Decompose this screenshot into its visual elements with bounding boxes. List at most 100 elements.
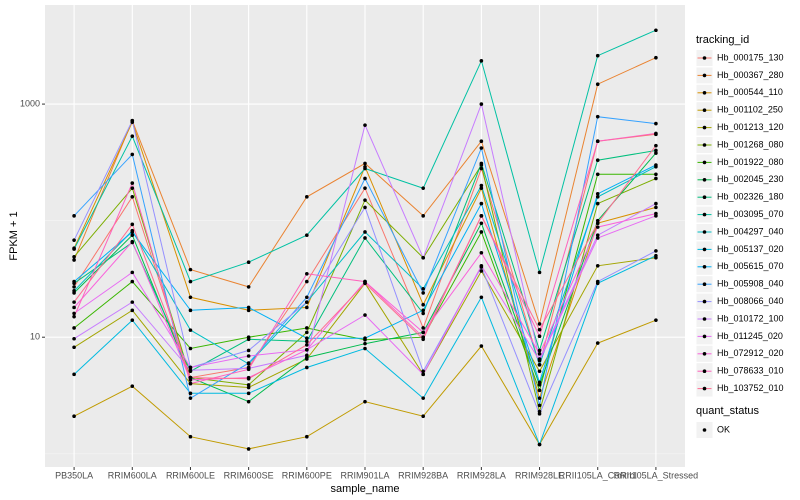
- data-point: [130, 308, 135, 313]
- data-point: [654, 143, 658, 148]
- x-tick-label: RRIM928BA: [398, 470, 448, 480]
- data-point: [130, 279, 135, 284]
- data-point: [246, 447, 251, 451]
- y-axis-title: FPKM + 1: [8, 211, 20, 260]
- data-point: [188, 267, 193, 272]
- data-point: [130, 318, 135, 322]
- data-point: [130, 239, 135, 244]
- legend-point: [702, 428, 707, 432]
- data-point: [130, 134, 135, 139]
- data-point: [305, 434, 309, 439]
- data-point: [72, 300, 76, 304]
- legend-point: [702, 369, 707, 374]
- data-point: [479, 186, 484, 190]
- data-point: [537, 358, 542, 363]
- data-point: [363, 236, 367, 240]
- data-point: [188, 391, 193, 396]
- data-point: [188, 381, 193, 386]
- legend-label: Hb_078633_010: [717, 366, 784, 376]
- data-point: [72, 247, 76, 251]
- data-point: [537, 369, 542, 374]
- data-point: [537, 388, 542, 393]
- data-point: [363, 341, 367, 346]
- data-point: [246, 354, 251, 358]
- data-point: [654, 55, 658, 60]
- x-tick-label: PB350LA: [55, 470, 93, 480]
- y-tick-label: 1000: [20, 98, 40, 108]
- data-point: [654, 28, 658, 33]
- data-point: [595, 191, 600, 196]
- legend-point: [702, 73, 707, 78]
- data-point: [363, 186, 367, 190]
- data-point: [130, 118, 135, 123]
- legend-label: Hb_011245_020: [717, 331, 783, 341]
- data-point: [421, 372, 425, 377]
- data-point: [421, 414, 425, 419]
- data-point: [654, 148, 658, 153]
- data-point: [363, 198, 367, 202]
- data-point: [421, 214, 425, 218]
- data-point: [130, 186, 135, 190]
- data-point: [305, 271, 309, 276]
- data-point: [305, 330, 309, 335]
- data-point: [72, 285, 76, 289]
- data-point: [654, 205, 658, 210]
- legend-point: [702, 178, 707, 182]
- data-point: [537, 380, 542, 385]
- data-point: [72, 372, 76, 377]
- data-point: [537, 327, 542, 332]
- data-point: [188, 328, 193, 332]
- data-point: [246, 385, 251, 390]
- data-point: [595, 221, 600, 226]
- data-point: [479, 166, 484, 171]
- legend-label: Hb_000544_110: [717, 87, 783, 97]
- x-axis-title: sample_name: [330, 483, 399, 495]
- data-point: [188, 295, 193, 300]
- legend-point: [702, 317, 707, 321]
- data-point: [479, 139, 484, 144]
- data-point: [595, 82, 600, 87]
- data-point: [305, 353, 309, 358]
- data-point: [654, 211, 658, 216]
- data-point: [246, 391, 251, 396]
- data-point: [479, 59, 484, 63]
- legend-point: [702, 108, 707, 112]
- data-point: [537, 383, 542, 387]
- data-point: [537, 362, 542, 367]
- data-point: [188, 434, 193, 439]
- data-point: [595, 195, 600, 199]
- data-point: [421, 287, 425, 291]
- data-point: [421, 255, 425, 260]
- legend-label: Hb_000367_280: [717, 70, 784, 80]
- data-point: [305, 233, 309, 238]
- data-point: [421, 291, 425, 295]
- legend-point: [702, 160, 707, 165]
- data-point: [479, 214, 484, 218]
- legend-point: [702, 143, 707, 147]
- data-point: [537, 396, 542, 400]
- data-point: [421, 311, 425, 316]
- data-point: [479, 263, 484, 268]
- legend-point: [702, 56, 707, 60]
- data-point: [305, 339, 309, 344]
- data-point: [537, 442, 542, 447]
- data-point: [595, 236, 600, 240]
- data-point: [246, 308, 251, 313]
- legend-label: Hb_005908_040: [717, 279, 784, 289]
- data-point: [595, 53, 600, 58]
- data-point: [363, 399, 367, 404]
- data-point: [72, 305, 76, 310]
- data-point: [479, 344, 484, 348]
- data-point: [421, 302, 425, 307]
- data-point: [363, 346, 367, 351]
- data-point: [654, 253, 658, 258]
- data-point: [479, 146, 484, 150]
- legend-label: Hb_003095_070: [717, 209, 784, 219]
- data-point: [72, 414, 76, 419]
- legend-point: [702, 386, 707, 391]
- data-point: [305, 326, 309, 330]
- x-tick-label: RRIM600LE: [166, 470, 215, 480]
- data-point: [305, 305, 309, 310]
- data-point: [421, 330, 425, 335]
- data-point: [305, 295, 309, 300]
